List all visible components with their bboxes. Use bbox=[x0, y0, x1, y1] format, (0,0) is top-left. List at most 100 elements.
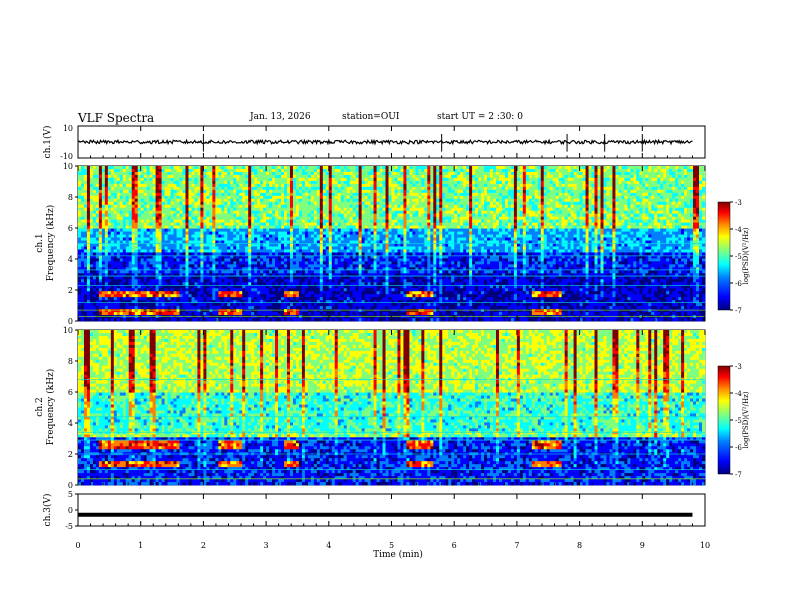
spectrogram-cell bbox=[260, 318, 264, 322]
spectrogram-cell bbox=[260, 237, 264, 241]
spectrogram-cell bbox=[269, 264, 273, 268]
spectrogram-cell bbox=[200, 204, 204, 209]
spectrogram-cell bbox=[182, 288, 186, 292]
spectrogram-cell bbox=[334, 183, 339, 188]
spectrogram-cell bbox=[101, 171, 106, 176]
spectrogram-cell bbox=[224, 273, 228, 277]
spectrogram-cell bbox=[110, 279, 115, 283]
spectrogram-cell bbox=[95, 186, 100, 191]
spectrogram-cell bbox=[164, 279, 168, 283]
spectrogram-cell bbox=[158, 168, 162, 173]
spectrogram-cell bbox=[287, 249, 291, 253]
spectrogram-cell bbox=[245, 291, 249, 295]
spectrogram-cell bbox=[194, 171, 198, 176]
spectrogram-cell bbox=[337, 267, 342, 271]
spectrogram-cell bbox=[260, 300, 264, 304]
spectrogram-cell bbox=[337, 174, 342, 179]
spectrogram-cell bbox=[224, 252, 228, 256]
spectrogram-cell bbox=[185, 282, 189, 286]
spectrogram-cell bbox=[110, 228, 115, 232]
spectrogram-cell bbox=[191, 234, 195, 238]
spectrogram-cell bbox=[113, 174, 118, 179]
spectrogram-cell bbox=[266, 243, 270, 247]
spectrogram-cell bbox=[140, 201, 144, 206]
spectrogram-cell bbox=[116, 166, 121, 170]
spectrogram-cell bbox=[92, 282, 97, 286]
spectrogram-cell bbox=[86, 207, 91, 212]
spectrogram-cell bbox=[221, 231, 225, 235]
spectrogram-cell bbox=[233, 195, 237, 200]
spectrogram-cell bbox=[188, 237, 192, 241]
spectrogram-cell bbox=[149, 174, 153, 179]
spectrogram-cell bbox=[263, 240, 267, 244]
spectrogram-cell bbox=[104, 270, 109, 274]
spectrogram-cell bbox=[146, 195, 150, 200]
spectrogram-cell bbox=[197, 225, 201, 229]
spectrogram-cell bbox=[167, 186, 171, 191]
spectrogram-cell bbox=[236, 276, 240, 280]
spectrogram-cell bbox=[349, 261, 353, 265]
spectrogram-cell bbox=[289, 279, 294, 283]
spectrogram-cell bbox=[221, 216, 225, 220]
spectrogram-cell bbox=[134, 240, 139, 244]
spectrogram-cell bbox=[78, 237, 82, 241]
spectrogram-cell bbox=[319, 207, 324, 212]
spectrogram-cell bbox=[104, 216, 109, 220]
spectrogram-cell bbox=[78, 243, 82, 247]
spectrogram-cell bbox=[170, 273, 174, 277]
spectrogram-cell bbox=[295, 213, 300, 217]
spectrogram-cell bbox=[173, 231, 177, 235]
spectrogram-cell bbox=[113, 240, 118, 244]
spectrogram-cell bbox=[209, 192, 213, 197]
spectrogram-cell bbox=[188, 249, 192, 253]
spectrogram-cell bbox=[325, 201, 330, 206]
spectrogram-cell bbox=[92, 261, 97, 265]
spectrogram-cell bbox=[328, 258, 333, 262]
spectrogram-cell bbox=[119, 255, 124, 259]
spectrogram-cell bbox=[200, 195, 204, 200]
spectrogram-cell bbox=[134, 231, 139, 235]
spectrogram-cell bbox=[289, 267, 294, 271]
spectrogram-cell bbox=[325, 204, 330, 209]
spectrogram-cell bbox=[221, 255, 225, 259]
spectrogram-cell bbox=[281, 258, 285, 262]
spectrogram-cell bbox=[92, 291, 97, 295]
spectrogram-cell bbox=[269, 195, 273, 200]
spectrogram-cell bbox=[95, 309, 100, 313]
spectrogram-cell bbox=[337, 255, 342, 259]
spectrogram-cell bbox=[269, 186, 273, 191]
spectrogram-cell bbox=[301, 243, 306, 247]
spectrogram-cell bbox=[185, 306, 189, 310]
spectrogram-cell bbox=[340, 183, 345, 188]
spectrogram-cell bbox=[83, 288, 88, 292]
spectrogram-cell bbox=[227, 231, 231, 235]
spectrogram-cell bbox=[86, 282, 91, 286]
spectrogram-cell bbox=[269, 189, 273, 194]
spectrogram-cell bbox=[301, 189, 306, 194]
spectrogram-cell bbox=[164, 228, 168, 232]
spectrogram-cell bbox=[340, 273, 345, 277]
spectrogram-cell bbox=[245, 231, 249, 235]
spectrogram-cell bbox=[263, 270, 267, 274]
spectrogram-cell bbox=[80, 186, 85, 191]
spectrogram-cell bbox=[224, 207, 228, 212]
spectrogram-cell bbox=[83, 249, 88, 253]
spectrogram-cell bbox=[248, 285, 252, 289]
spectrogram-cell bbox=[212, 258, 216, 262]
spectrogram-cell bbox=[304, 282, 309, 286]
spectrogram-cell bbox=[185, 195, 189, 200]
spectrogram-cell bbox=[230, 300, 234, 304]
spectrogram-cell bbox=[304, 171, 309, 176]
spectrogram-cell bbox=[86, 180, 91, 185]
spectrogram-cell bbox=[292, 318, 297, 322]
spectrogram-cell bbox=[179, 213, 183, 217]
spectrogram-cell bbox=[215, 180, 219, 185]
spectrogram-cell bbox=[361, 228, 365, 232]
spectrogram-cell bbox=[137, 225, 141, 229]
spectrogram-cell bbox=[278, 183, 282, 188]
spectrogram-cell bbox=[221, 270, 225, 274]
spectrogram-cell bbox=[310, 291, 315, 295]
spectrogram-cell bbox=[173, 183, 177, 188]
spectrogram-cell bbox=[128, 228, 133, 232]
spectrogram-cell bbox=[292, 171, 297, 176]
